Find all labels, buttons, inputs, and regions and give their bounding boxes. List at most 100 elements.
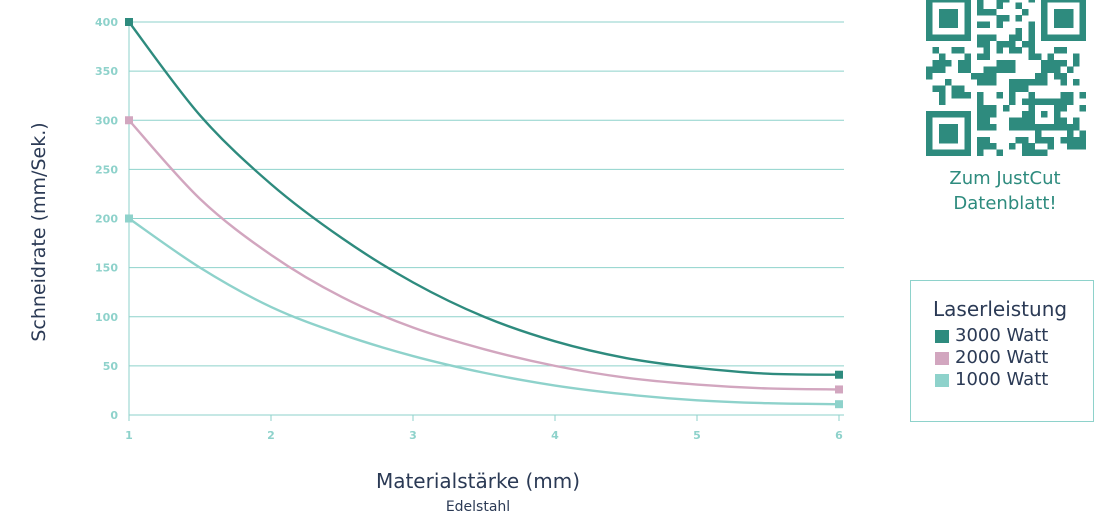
legend-label: 2000 Watt	[955, 347, 1049, 368]
series-line-3000-watt	[128, 21, 840, 376]
qr-module	[1079, 2, 1086, 9]
qr-module	[964, 21, 971, 29]
qr-module	[977, 104, 984, 112]
qr-module	[932, 66, 939, 73]
qr-module	[990, 143, 997, 150]
legend-item-1000-watt: 1000 Watt	[935, 369, 1093, 391]
qr-module	[1028, 149, 1035, 156]
qr-module	[1073, 124, 1080, 131]
qr-module	[926, 149, 933, 156]
qr-module	[926, 34, 933, 41]
series-marker-1000-watt	[125, 214, 133, 223]
qr-module	[1015, 28, 1023, 35]
qr-module	[1079, 34, 1086, 41]
qr-module	[951, 149, 959, 156]
qr-module	[983, 34, 991, 41]
qr-module	[951, 92, 959, 99]
qr-module	[938, 53, 946, 61]
qr-module	[1015, 124, 1023, 131]
qr-module	[958, 60, 965, 67]
qr-module	[1028, 79, 1035, 86]
qr-module	[1041, 8, 1048, 16]
qr-module	[938, 85, 946, 93]
qr-module	[1041, 2, 1048, 9]
qr-module	[1022, 149, 1029, 156]
qr-module	[1060, 92, 1067, 99]
qr-module	[926, 8, 933, 16]
qr-module	[1022, 98, 1029, 105]
qr-module	[945, 21, 952, 29]
qr-module	[938, 130, 946, 137]
qr-module	[1060, 8, 1067, 16]
qr-module	[983, 8, 991, 16]
qr-module	[1009, 40, 1016, 48]
qr-module	[996, 40, 1003, 48]
qr-module	[926, 111, 933, 118]
qr-module	[996, 60, 1003, 67]
qr-module	[932, 111, 939, 118]
qr-module	[1034, 79, 1042, 86]
qr-module	[1002, 60, 1010, 67]
x-axis-subtitle: Edelstahl	[446, 499, 510, 515]
qr-module	[1041, 79, 1048, 86]
qr-module	[1073, 143, 1080, 150]
qr-module	[1002, 104, 1010, 112]
qr-module	[964, 66, 971, 73]
qr-module	[1047, 66, 1055, 73]
qr-module	[977, 0, 984, 3]
qr-code-icon[interactable]	[926, 0, 1086, 156]
y-tick-label: 200	[95, 213, 118, 226]
qr-module	[958, 0, 965, 3]
qr-module	[977, 111, 984, 118]
series-marker-1000-watt	[835, 400, 843, 409]
qr-module	[1002, 0, 1010, 3]
qr-caption[interactable]: Zum JustCut Datenblatt!	[905, 166, 1096, 216]
legend-title: Laserleistung	[933, 297, 1068, 321]
qr-module	[1034, 124, 1042, 131]
x-tick-labels: 1 2 3 4 5 6	[125, 429, 843, 442]
qr-module	[1047, 0, 1055, 3]
qr-module	[1060, 72, 1067, 80]
qr-module	[951, 136, 959, 144]
qr-module	[1009, 117, 1016, 125]
qr-module	[1028, 53, 1035, 61]
y-tick-label: 50	[103, 360, 119, 373]
qr-module	[1041, 15, 1048, 22]
qr-module	[1066, 143, 1074, 150]
y-tick-label: 400	[95, 16, 118, 29]
qr-module	[1066, 0, 1074, 3]
qr-module	[958, 66, 965, 73]
qr-module	[1041, 111, 1048, 118]
qr-module	[1060, 117, 1067, 125]
qr-module	[1015, 136, 1023, 144]
qr-module	[1054, 60, 1061, 67]
qr-module	[945, 34, 952, 41]
qr-module	[1041, 72, 1048, 80]
qr-module	[1022, 117, 1029, 125]
x-tick-label: 3	[409, 429, 417, 442]
qr-module	[926, 66, 933, 73]
x-tick-label: 1	[125, 429, 133, 442]
qr-module	[1028, 40, 1035, 48]
qr-module	[977, 98, 984, 105]
qr-module	[990, 34, 997, 41]
y-tick-label: 0	[110, 409, 118, 422]
qr-module	[1054, 21, 1061, 29]
qr-module	[926, 136, 933, 144]
qr-module	[977, 79, 984, 86]
qr-module	[1079, 104, 1086, 112]
qr-module	[932, 60, 939, 67]
qr-module	[964, 136, 971, 144]
qr-module	[1060, 47, 1067, 54]
qr-module	[951, 124, 959, 131]
qr-module	[1060, 98, 1067, 105]
qr-module	[964, 143, 971, 150]
qr-module	[1060, 15, 1067, 22]
qr-module	[990, 66, 997, 73]
qr-module	[1047, 34, 1055, 41]
qr-module	[1028, 0, 1035, 3]
qr-module	[990, 124, 997, 131]
y-tick-label: 300	[95, 114, 118, 127]
qr-module	[1066, 21, 1074, 29]
series-lines	[128, 21, 840, 406]
